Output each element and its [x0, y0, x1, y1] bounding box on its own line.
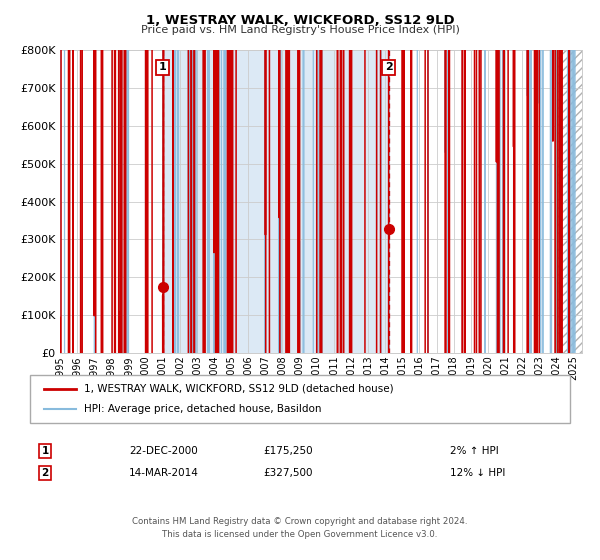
Text: Contains HM Land Registry data © Crown copyright and database right 2024.: Contains HM Land Registry data © Crown c…	[132, 517, 468, 526]
Text: 14-MAR-2014: 14-MAR-2014	[129, 468, 199, 478]
Text: 1: 1	[159, 63, 167, 72]
Text: 22-DEC-2000: 22-DEC-2000	[129, 446, 198, 456]
Bar	[163, 50, 389, 353]
Text: 1, WESTRAY WALK, WICKFORD, SS12 9LD (detached house): 1, WESTRAY WALK, WICKFORD, SS12 9LD (det…	[84, 384, 394, 394]
Text: 12% ↓ HPI: 12% ↓ HPI	[450, 468, 505, 478]
Text: 2: 2	[41, 468, 49, 478]
Text: £327,500: £327,500	[263, 468, 313, 478]
Bar	[556, 50, 582, 353]
Text: HPI: Average price, detached house, Basildon: HPI: Average price, detached house, Basi…	[84, 404, 322, 414]
Text: 2% ↑ HPI: 2% ↑ HPI	[450, 446, 499, 456]
Text: This data is licensed under the Open Government Licence v3.0.: This data is licensed under the Open Gov…	[163, 530, 437, 539]
Text: 2: 2	[385, 63, 392, 72]
Text: Price paid vs. HM Land Registry's House Price Index (HPI): Price paid vs. HM Land Registry's House …	[140, 25, 460, 35]
FancyBboxPatch shape	[30, 375, 570, 423]
Text: 1, WESTRAY WALK, WICKFORD, SS12 9LD: 1, WESTRAY WALK, WICKFORD, SS12 9LD	[146, 14, 454, 27]
Text: 1: 1	[41, 446, 49, 456]
Text: £175,250: £175,250	[263, 446, 313, 456]
